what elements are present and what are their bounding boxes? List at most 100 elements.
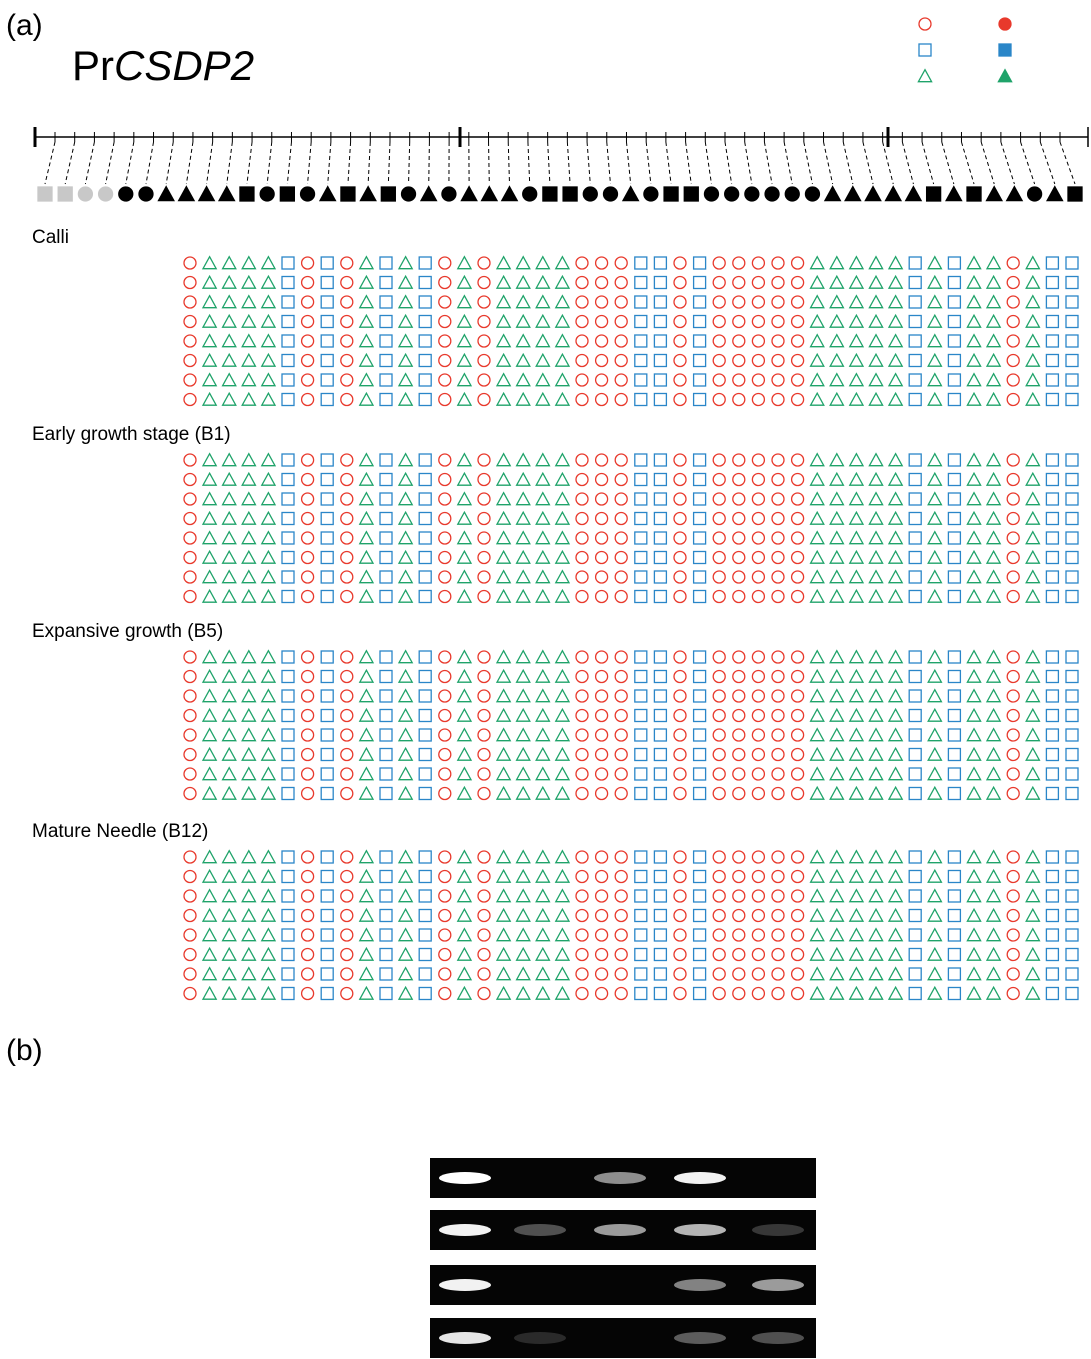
methylation-site (614, 708, 628, 723)
chip-band (514, 1332, 566, 1344)
methylation-site (575, 570, 589, 584)
methylation-site (418, 373, 432, 387)
methylation-site (340, 334, 354, 348)
methylation-site (594, 511, 609, 526)
methylation-site (908, 453, 922, 467)
methylation-site (1045, 275, 1060, 290)
methylation-site (535, 907, 551, 922)
methylation-site (809, 888, 825, 903)
methylation-site (358, 727, 375, 742)
methylation-site (868, 888, 884, 903)
methylation-site (594, 786, 609, 801)
methylation-site (456, 868, 473, 883)
methylation-site (829, 766, 845, 781)
methylation-site (340, 869, 354, 884)
ruler-site-link (84, 141, 95, 185)
methylation-site (183, 908, 197, 923)
methylation-site (535, 391, 551, 406)
methylation-site (554, 688, 571, 703)
methylation-site (634, 550, 648, 565)
methylation-site (908, 589, 922, 604)
methylation-site (515, 530, 531, 545)
methylation-site (418, 747, 432, 762)
methylation-site (985, 649, 1002, 664)
methylation-site (732, 453, 746, 467)
methylation-site (614, 472, 628, 487)
methylation-site (692, 472, 707, 487)
methylation-site (495, 707, 512, 722)
methylation-site (985, 333, 1002, 348)
ruler-site-link (145, 141, 155, 185)
methylation-site (692, 850, 707, 864)
methylation-site (887, 294, 904, 309)
methylation-site (790, 908, 805, 923)
methylation-site (790, 334, 805, 348)
methylation-site (614, 650, 628, 664)
methylation-site (495, 888, 512, 903)
methylation-site (712, 511, 726, 526)
methylation-site (732, 747, 746, 762)
methylation-site (985, 727, 1002, 742)
methylation-site (260, 333, 277, 348)
methylation-site (712, 492, 726, 506)
methylation-site (418, 728, 432, 742)
methylation-site (868, 688, 884, 703)
methylation-site (673, 531, 687, 545)
ruler-site-link (901, 141, 914, 185)
methylation-site (673, 373, 687, 387)
methylation-site (790, 889, 805, 903)
methylation-site (966, 569, 982, 584)
methylation-site (908, 708, 922, 723)
methylation-site (653, 786, 668, 801)
methylation-site (1025, 588, 1041, 603)
methylation-site (477, 275, 491, 290)
methylation-site (771, 689, 785, 703)
methylation-site (634, 708, 648, 723)
methylation-site (947, 767, 962, 781)
methylation-site (300, 908, 315, 923)
methylation-site (751, 570, 766, 584)
methylation-site (653, 314, 668, 329)
ruler-site-cng (340, 186, 356, 202)
methylation-site (575, 492, 589, 506)
methylation-site (692, 550, 707, 565)
methylation-site (771, 531, 785, 545)
methylation-site (848, 452, 865, 467)
methylation-site (379, 453, 393, 467)
methylation-site (1045, 850, 1060, 864)
methylation-site (848, 391, 865, 406)
methylation-site (673, 511, 687, 526)
methylation-site (515, 668, 531, 683)
methylation-site (927, 688, 943, 703)
methylation-site (809, 313, 825, 328)
methylation-site (809, 727, 825, 742)
methylation-site (397, 588, 414, 603)
methylation-site (771, 373, 785, 387)
ruler-site-link (783, 141, 793, 185)
methylation-site (985, 372, 1002, 387)
ruler-site-link (704, 141, 712, 185)
methylation-site (653, 689, 668, 703)
methylation-site (1025, 510, 1041, 525)
methylation-site (495, 985, 512, 1000)
methylation-site (456, 391, 473, 406)
methylation-site (1065, 689, 1079, 703)
methylation-site (340, 275, 354, 290)
methylation-site (340, 928, 354, 942)
methylation-site (1065, 492, 1079, 506)
methylation-site (221, 391, 237, 406)
methylation-site (614, 373, 628, 387)
methylation-site (848, 668, 865, 683)
methylation-site (260, 549, 277, 564)
methylation-site (320, 472, 334, 487)
ruler-site-cg (804, 186, 821, 202)
methylation-site (594, 570, 609, 584)
ruler-site-cng (380, 186, 396, 202)
methylation-site (183, 986, 197, 1001)
methylation-site (1065, 511, 1079, 526)
methylation-site (868, 313, 884, 328)
methylation-site (281, 392, 295, 407)
methylation-site (554, 668, 571, 683)
methylation-site (379, 531, 393, 545)
